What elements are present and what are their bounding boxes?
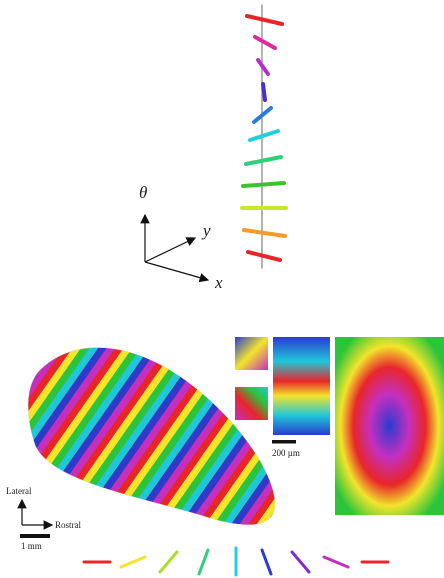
orientation-map [27,347,276,525]
scale-label: 200 µm [272,448,300,458]
scale-label: 1 mm [21,541,42,551]
orientation-legend [82,546,390,577]
map-panel [235,337,268,370]
direction-arrows [17,498,54,530]
orientation-column [240,4,288,269]
axis-label: y [201,221,211,240]
direction-label: Lateral [6,486,32,496]
direction-label: Rostral [55,520,81,530]
axis-label: x [214,273,223,292]
map-panel [273,337,330,435]
scale-bar [20,534,50,538]
map-panel [335,337,444,515]
scale-bar [272,440,296,444]
axes [140,213,210,283]
map-panel [235,387,268,420]
axis-label: θ [139,183,147,202]
